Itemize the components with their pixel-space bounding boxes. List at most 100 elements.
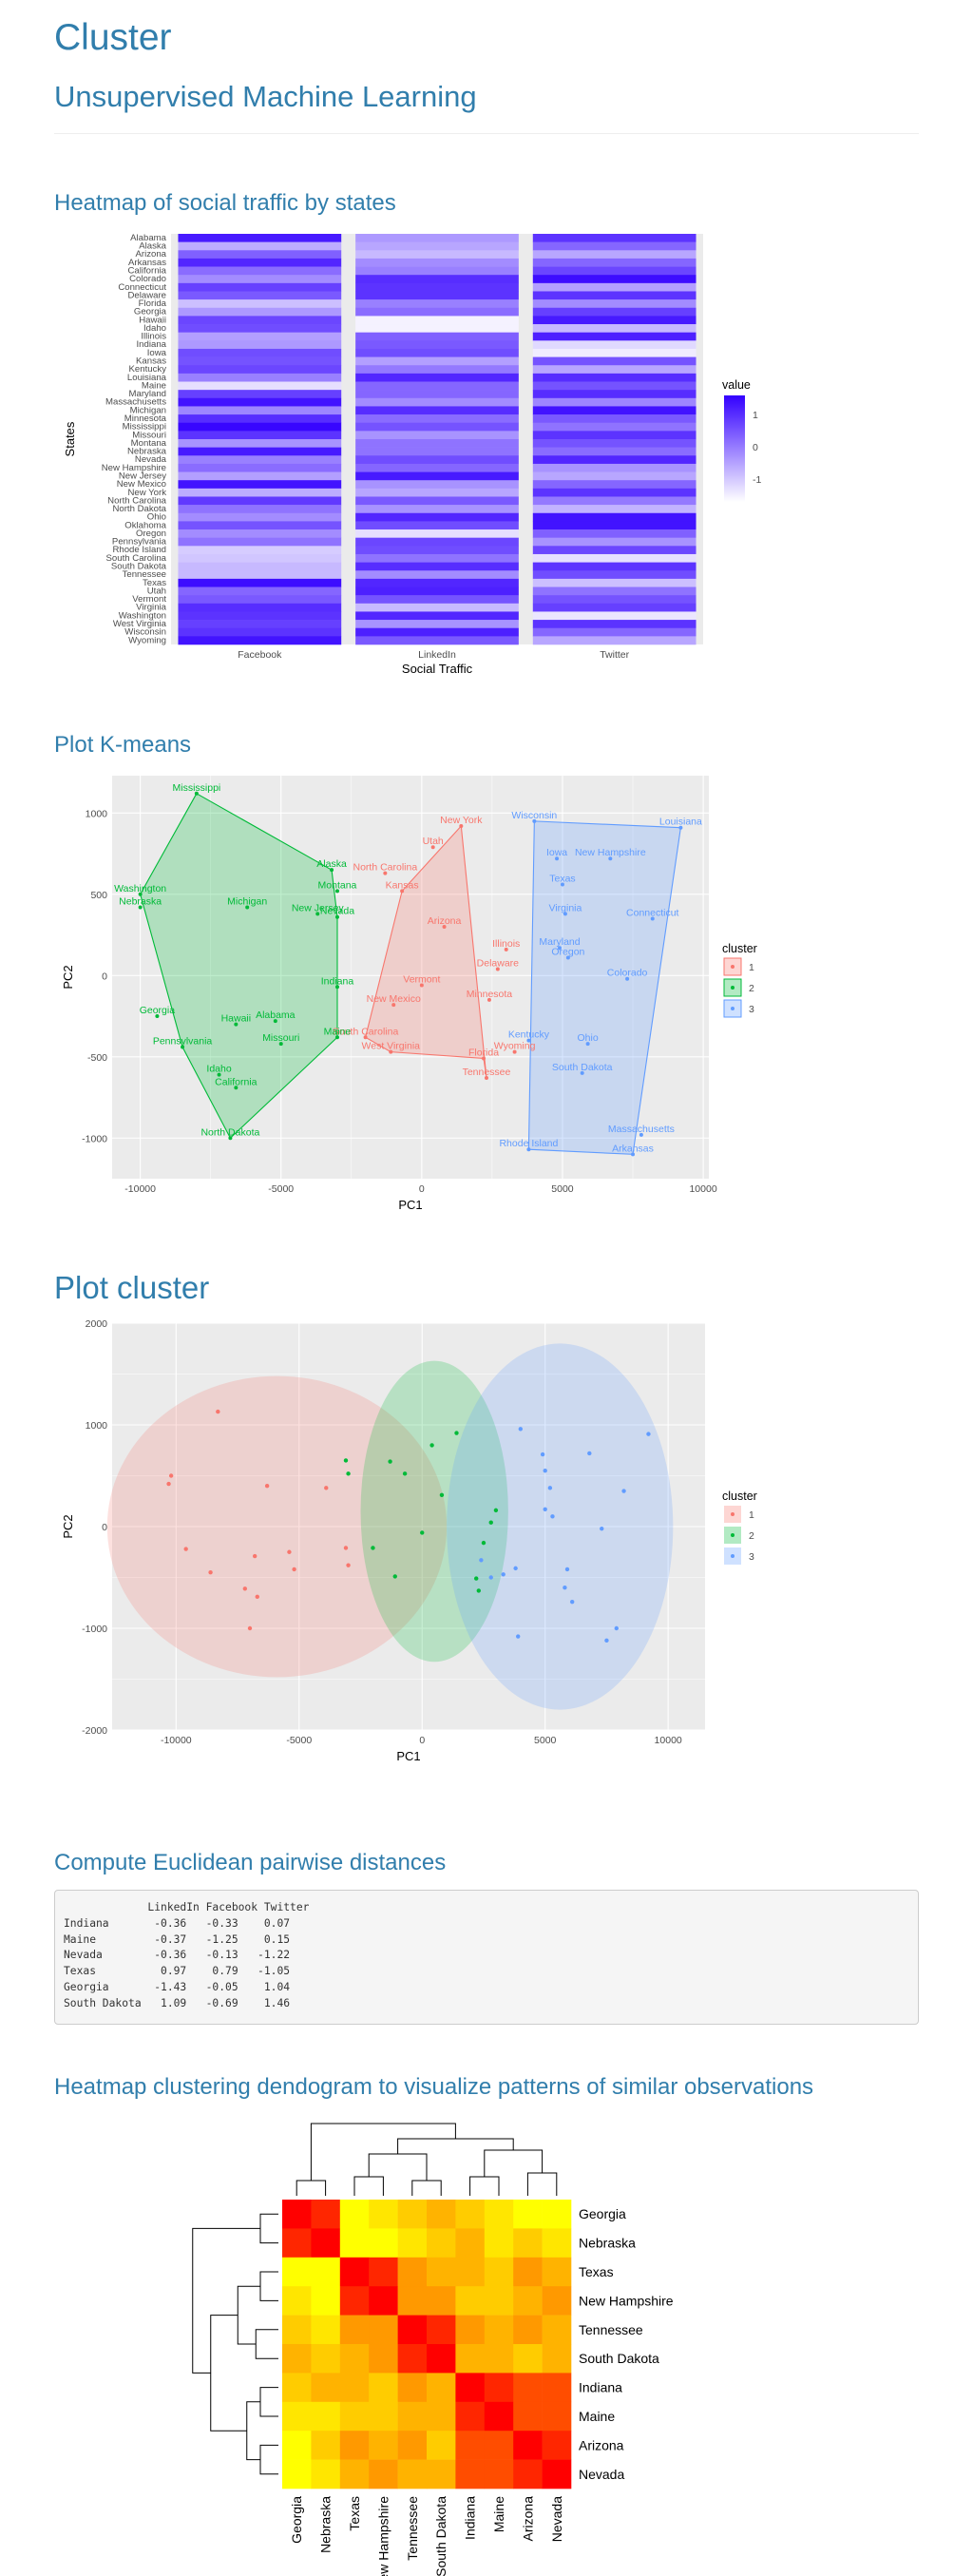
- traffic-tick-label: LinkedIn: [418, 649, 456, 661]
- cluster-ellipse: [447, 1343, 674, 1710]
- state-point-label: Maine: [324, 1026, 352, 1037]
- heatmap-tile: [532, 340, 696, 350]
- heatmap-tile: [178, 356, 342, 366]
- state-tick-label: Connecticut: [118, 282, 166, 293]
- cluster-point: [587, 1451, 592, 1456]
- kmeans-legend-dot: [731, 965, 735, 969]
- kmeans-point: [486, 997, 491, 1002]
- heatmap-cell: [513, 2228, 543, 2259]
- heatmap-tile: [178, 627, 342, 637]
- cluster-chart: -10000 -5000 0 5000 10000200010000-1000-2000…: [61, 1318, 757, 1763]
- cluster-point: [481, 1540, 486, 1546]
- heatmap-tile: [355, 316, 519, 325]
- row-dendrogram-branch: [259, 2387, 278, 2417]
- heatmap-cell: [311, 2344, 341, 2374]
- heatmap-tile: [178, 439, 342, 448]
- kmeans-point: [334, 914, 339, 919]
- state-tick-label: Illinois: [141, 332, 166, 342]
- state-point-label: Arkansas: [612, 1143, 654, 1154]
- heatmap-tile: [532, 307, 696, 317]
- kmeans-point: [363, 1035, 368, 1040]
- heatmap-cell: [369, 2200, 398, 2229]
- heatmap-cell: [542, 2315, 572, 2345]
- heatmap-tile: [532, 373, 696, 382]
- heatmap-cell: [513, 2286, 543, 2316]
- state-tick-label: Virginia: [136, 603, 166, 613]
- heatmap-cell: [339, 2200, 370, 2229]
- cluster-point: [371, 1546, 375, 1550]
- distances-output: LinkedIn Facebook Twitter Indiana -0.36 …: [54, 1890, 919, 2025]
- heatmap-tile: [532, 348, 696, 357]
- state-point-label: Kentucky: [508, 1029, 550, 1041]
- heatmap-tile: [355, 307, 519, 317]
- kmeans-point: [512, 1049, 517, 1054]
- heatmap-tile: [178, 266, 342, 276]
- heatmap-tile: [355, 275, 519, 284]
- heatmap-tile: [178, 381, 342, 391]
- state-point-label: West Virginia: [362, 1041, 421, 1052]
- kmeans-point: [625, 976, 630, 981]
- state-point-label: Alaska: [316, 858, 347, 870]
- kmeans-legend-title: cluster: [722, 942, 757, 955]
- heatmap-tile: [355, 546, 519, 555]
- kmeans-point: [650, 916, 655, 921]
- heatmap-cell: [484, 2257, 514, 2287]
- heatmap-cell: [339, 2373, 370, 2403]
- heatmap-cell: [484, 2401, 514, 2432]
- row-label: New Hampshire: [579, 2293, 674, 2308]
- heatmap-tile: [532, 586, 696, 596]
- heatmap-tile: [532, 546, 696, 555]
- heatmap-cell: [311, 2228, 341, 2259]
- cluster-point: [516, 1634, 521, 1639]
- state-point-label: Vermont: [403, 974, 440, 986]
- kmeans-x-tick: -10000: [124, 1183, 156, 1195]
- heatmap-cell: [282, 2228, 312, 2259]
- heatmap-cell: [484, 2373, 514, 2403]
- heatmap-cell: [427, 2431, 456, 2460]
- heatmap-cell: [427, 2228, 456, 2259]
- kmeans-point: [228, 1136, 233, 1141]
- state-tick-label: Texas: [143, 578, 166, 588]
- state-point-label: Virginia: [549, 902, 582, 913]
- cluster-point: [324, 1486, 329, 1490]
- cluster-legend-label: 3: [749, 1551, 754, 1563]
- state-point-label: Georgia: [140, 1005, 176, 1016]
- state-point-label: Idaho: [206, 1064, 231, 1075]
- state-point-label: Arizona: [428, 915, 462, 927]
- heatmap-tile: [355, 414, 519, 424]
- heatmap-tile: [532, 529, 696, 538]
- heatmap-tile: [532, 611, 696, 621]
- dendrogram-section-title: Heatmap clustering dendogram to visualiz…: [54, 2074, 814, 2100]
- cluster-x-axis-label: PC1: [396, 1749, 420, 1763]
- heatmap-tile: [532, 636, 696, 645]
- heatmap-cell: [369, 2431, 398, 2460]
- heatmap-tile: [178, 397, 342, 407]
- heatmap-cell: [369, 2401, 398, 2432]
- state-tick-label: Nebraska: [127, 447, 167, 457]
- cluster-point: [252, 1553, 258, 1559]
- heatmap-cell: [484, 2315, 514, 2345]
- heatmap-x-axis-label: Social Traffic: [402, 662, 473, 676]
- state-tick-label: Florida: [139, 298, 167, 309]
- heatmap-tile: [532, 406, 696, 415]
- state-tick-label: Maine: [142, 380, 166, 391]
- kmeans-point: [181, 1045, 185, 1049]
- heatmap-cell: [542, 2228, 572, 2259]
- cluster-point: [540, 1451, 545, 1457]
- kmeans-y-tick: -1000: [82, 1133, 107, 1144]
- heatmap-cell: [397, 2373, 428, 2403]
- heatmap-cell: [369, 2373, 398, 2403]
- state-tick-label: Alabama: [130, 233, 167, 243]
- heatmap-cell: [369, 2257, 398, 2287]
- heatmap-tile: [355, 282, 519, 292]
- row-dendrogram-branch: [237, 2285, 260, 2345]
- kmeans-point: [245, 905, 250, 910]
- heatmap-cell: [282, 2200, 312, 2229]
- heatmap-tile: [532, 439, 696, 448]
- heatmap-tile: [355, 480, 519, 490]
- kmeans-point: [234, 1022, 238, 1027]
- heatmap-tile: [178, 505, 342, 514]
- heatmap-legend-tick: -1: [753, 474, 761, 486]
- kmeans-point: [555, 856, 560, 861]
- state-point-label: Michigan: [227, 895, 267, 907]
